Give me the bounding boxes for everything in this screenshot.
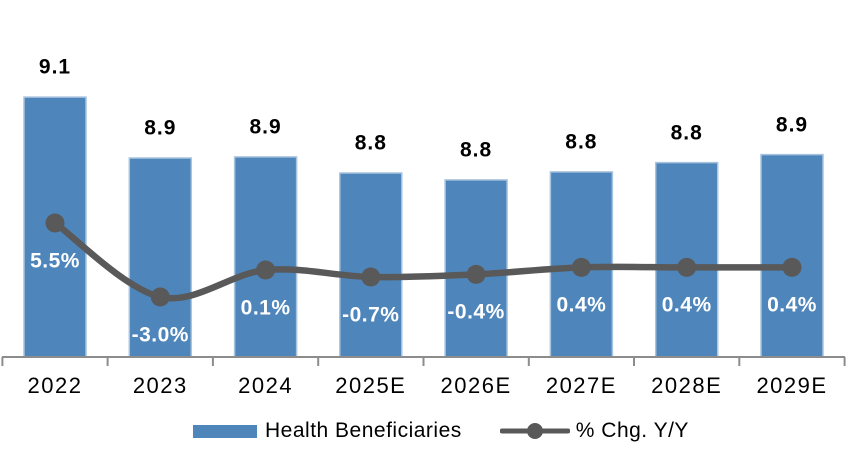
bar-value-label-2026E: 8.8 — [459, 138, 493, 162]
bar-value-label-2023: 8.9 — [144, 116, 177, 140]
pct-change-label-2022: 5.5% — [30, 249, 80, 273]
bar-2024 — [233, 156, 298, 358]
bar-2025E — [339, 172, 403, 358]
bar-2023 — [128, 157, 193, 358]
bar-2029E — [760, 153, 824, 358]
legend-bar-swatch — [193, 424, 257, 438]
legend: Health Beneficiaries % Chg. Y/Y — [193, 417, 689, 445]
x-axis-label-2023: 2023 — [132, 373, 188, 398]
pct-change-label-2026E: -0.4% — [447, 300, 505, 324]
legend-line-marker-icon — [499, 420, 570, 442]
legend-marker-dot — [526, 423, 543, 439]
line-marker-2024 — [256, 260, 276, 280]
legend-label-health-beneficiaries: Health Beneficiaries — [265, 419, 462, 442]
line-marker-2029E — [782, 257, 802, 277]
bar-value-label-2024: 8.9 — [249, 115, 282, 139]
pct-change-label-2028E: 0.4% — [661, 293, 712, 317]
bar-value-label-2028E: 8.8 — [670, 121, 703, 145]
line-marker-2026E — [466, 264, 486, 284]
bar-value-label-2027E: 8.8 — [565, 130, 598, 154]
pct-change-label-2023: -3.0% — [131, 323, 189, 347]
pct-change-label-2024: 0.1% — [240, 296, 291, 320]
x-axis-label-2025E: 2025E — [335, 373, 407, 398]
pct-change-label-2027E: 0.4% — [556, 293, 607, 317]
pct-change-label-2029E: 0.4% — [767, 293, 817, 317]
legend-label-pct-chg: % Chg. Y/Y — [575, 419, 689, 442]
line-marker-2025E — [361, 267, 381, 287]
x-axis-label-2029E: 2029E — [756, 373, 828, 398]
bar-value-label-2029E: 8.9 — [775, 113, 809, 137]
x-axis-label-2027E: 2027E — [545, 373, 617, 398]
x-axis-label-2028E: 2028E — [651, 373, 723, 398]
pct-change-label-2025E: -0.7% — [342, 303, 400, 327]
bar-value-label-2022: 9.1 — [38, 55, 72, 79]
x-axis-label-2022: 2022 — [27, 373, 83, 398]
bar-value-label-2025E: 8.8 — [354, 131, 387, 155]
line-marker-2022 — [45, 213, 65, 233]
line-marker-2023 — [150, 287, 170, 307]
line-marker-2028E — [677, 257, 697, 277]
x-axis-label-2024: 2024 — [238, 373, 294, 398]
x-axis-label-2026E: 2026E — [440, 373, 512, 398]
line-marker-2027E — [571, 257, 591, 277]
legend-line-marker-glyph — [499, 423, 570, 439]
